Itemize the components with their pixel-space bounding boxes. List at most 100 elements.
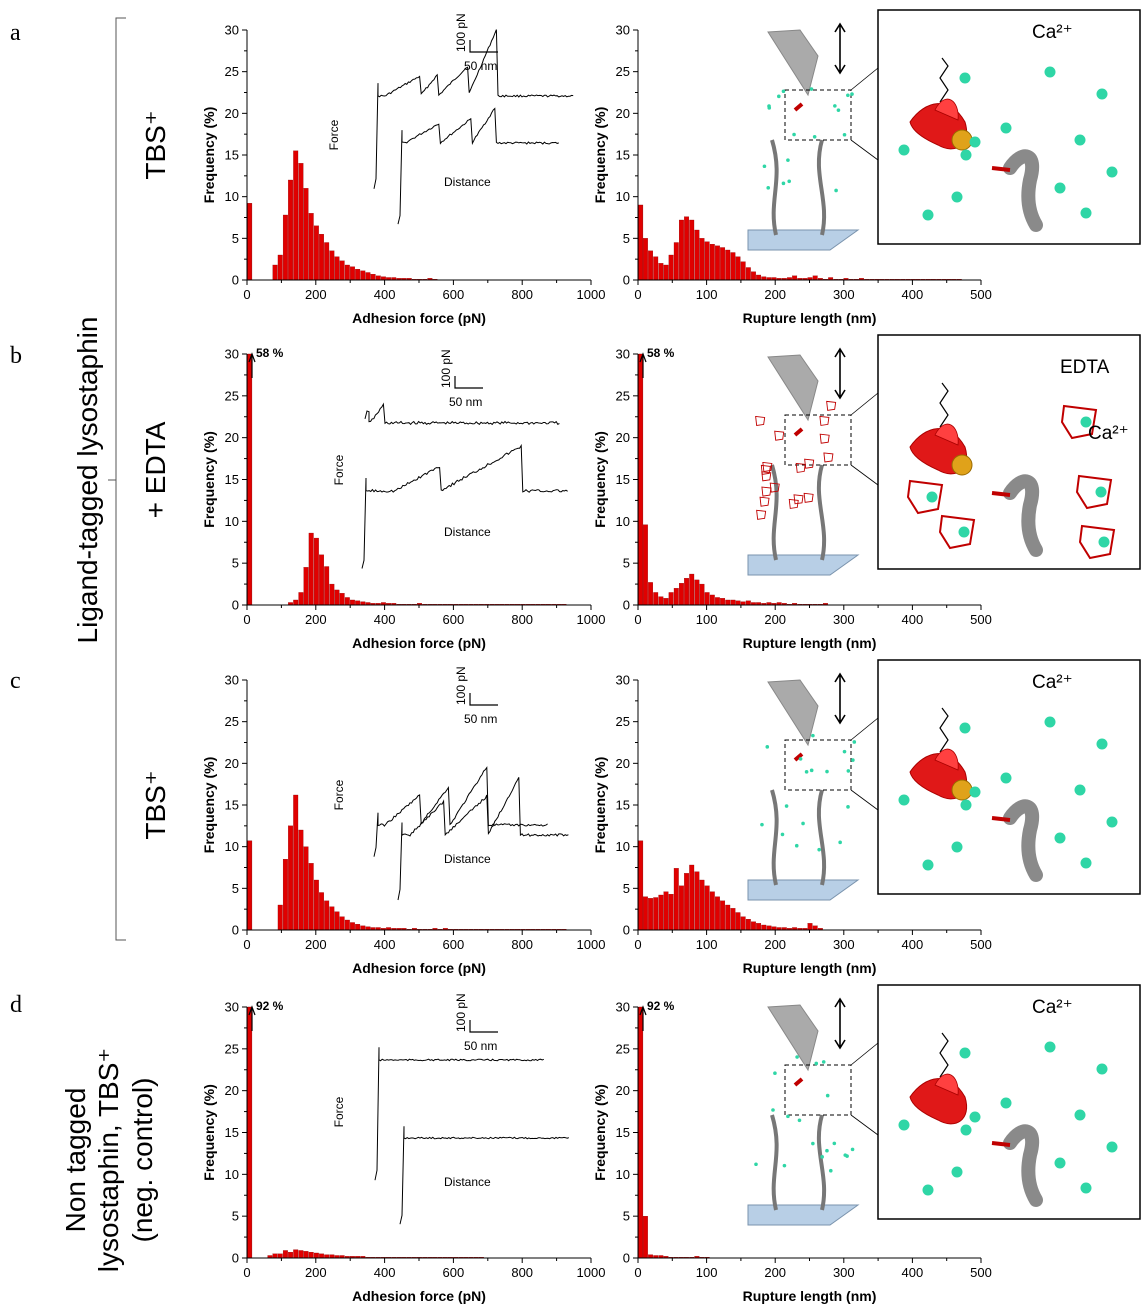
y-tick-label: 10 <box>616 514 630 529</box>
bar <box>288 1251 293 1259</box>
x-tick-label: 400 <box>374 937 396 952</box>
zoom-line <box>850 717 879 741</box>
y-tick-label: 10 <box>225 189 239 204</box>
calcium-ion <box>1000 122 1012 134</box>
bar <box>725 904 731 931</box>
bar <box>658 894 664 931</box>
bar <box>272 264 278 281</box>
calcium-label: Ca²⁺ <box>1032 672 1073 693</box>
chelated-calcium-ion <box>1098 536 1110 548</box>
bar <box>735 256 741 281</box>
calcium-ion-small <box>809 768 814 773</box>
force-trace-upper <box>373 766 548 857</box>
bar <box>355 600 361 606</box>
zoom-region <box>784 89 852 141</box>
row-label-a: TBS⁺ <box>140 110 171 179</box>
calcium-label: Ca²⁺ <box>1032 997 1073 1018</box>
y-tick-label: 15 <box>225 798 239 813</box>
calcium-ion-small <box>838 840 842 845</box>
ligand-tag <box>951 454 973 476</box>
bar <box>699 238 705 281</box>
y-tick-label: 20 <box>225 430 239 445</box>
y-tick-label: 30 <box>616 673 630 688</box>
y-tick-label: 5 <box>232 881 239 896</box>
x-tick-label: 0 <box>243 612 250 627</box>
peptidoglycan-strand <box>816 464 827 561</box>
bar <box>308 532 314 606</box>
bar <box>704 592 710 606</box>
bar <box>350 266 355 281</box>
force-label: Force <box>332 1096 346 1127</box>
calcium-ion-small <box>786 1114 790 1119</box>
y-tick-label: 15 <box>225 1125 239 1140</box>
chelated-calcium-ion <box>926 491 938 503</box>
bar <box>725 249 731 281</box>
bar <box>694 871 700 931</box>
y-tick-label: 0 <box>623 923 630 938</box>
zoom-region <box>784 1064 852 1116</box>
calcium-ion-small <box>817 847 821 852</box>
bar <box>709 594 715 606</box>
calcium-ion-small <box>787 179 791 184</box>
calcium-ion-small <box>780 832 785 837</box>
edta-cage-small <box>795 462 806 473</box>
bar <box>329 906 335 931</box>
bar <box>313 879 319 931</box>
bar-zero <box>247 840 253 931</box>
calcium-ion <box>1096 1063 1108 1075</box>
x-axis-title: Adhesion force (pN) <box>352 635 486 651</box>
bar <box>282 1250 288 1259</box>
x-tick-label: 0 <box>634 937 641 952</box>
x-tick-label: 600 <box>443 612 465 627</box>
y-tick-label: 20 <box>225 1083 239 1098</box>
edta-cage-small <box>761 486 772 497</box>
calcium-ion-small <box>850 1147 855 1152</box>
glycine-bridge <box>991 1141 1011 1147</box>
x-tick-label: 300 <box>833 287 855 302</box>
edta-cage-small <box>762 461 773 472</box>
y-tick-label: 30 <box>616 347 630 362</box>
x-tick-label: 1000 <box>577 937 606 952</box>
bar-zero <box>638 1006 644 1259</box>
bar <box>745 267 751 281</box>
edta-cage-small <box>804 458 815 469</box>
peptidoglycan-zoom <box>1003 474 1043 557</box>
calcium-ion-small <box>820 1155 824 1159</box>
force-curve-inset: 100 pN 50 nm Force Distance <box>327 13 574 225</box>
calcium-ion-small <box>767 104 771 108</box>
calcium-ion <box>969 1111 981 1123</box>
bar <box>756 923 762 931</box>
bar <box>761 924 767 931</box>
row-label-c: TBS⁺ <box>140 770 171 839</box>
calcium-ion-small <box>836 108 841 112</box>
y-tick-label: 30 <box>616 1000 630 1015</box>
y-tick-label: 30 <box>616 23 630 38</box>
calcium-ion <box>922 1184 934 1196</box>
bar <box>648 898 653 931</box>
bar <box>319 554 324 606</box>
tagged-enzyme-small <box>793 1077 804 1087</box>
x-tick-label: 400 <box>902 612 924 627</box>
x-tick-label: 500 <box>970 937 992 952</box>
panel-letter-b: b <box>10 343 22 369</box>
bar <box>751 271 756 281</box>
bar <box>303 846 309 931</box>
distance-label: Distance <box>444 1175 491 1189</box>
bar <box>730 599 736 606</box>
x-tick-label: 0 <box>634 612 641 627</box>
linker <box>939 57 949 103</box>
y-tick-label: 25 <box>225 388 239 403</box>
calcium-ion-small <box>795 1055 799 1059</box>
calcium-label: Ca²⁺ <box>1032 22 1073 43</box>
schematic-row: Ca²⁺ <box>747 9 1141 251</box>
y-tick-label: 5 <box>232 1209 239 1224</box>
bar-zero <box>247 1006 253 1259</box>
calcium-ion-small <box>846 805 850 809</box>
x-tick-label: 1000 <box>577 287 606 302</box>
bar <box>812 275 818 281</box>
ligand-tag <box>951 779 973 801</box>
bar <box>339 260 345 281</box>
break-arrow-head <box>639 352 647 363</box>
bar <box>319 892 324 931</box>
